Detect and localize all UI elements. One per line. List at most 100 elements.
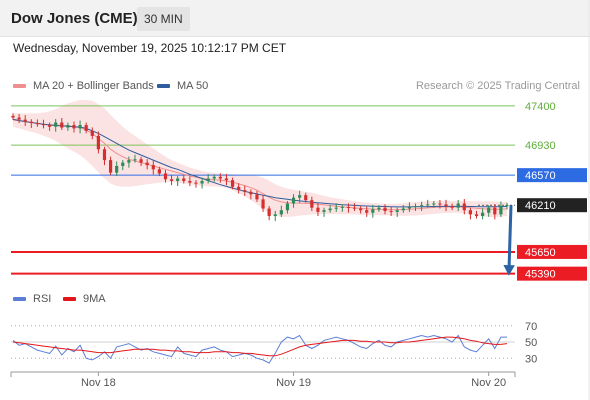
candle-body [420, 205, 424, 207]
candle-body [47, 125, 52, 127]
candle-body [438, 203, 442, 205]
candle-body [182, 178, 186, 181]
candle-body [163, 173, 168, 180]
ma50-line [12, 118, 508, 208]
legend-9ma-swatch [63, 297, 76, 301]
research-credit: Research © 2025 Trading Central [415, 80, 580, 92]
candle-body [139, 159, 143, 163]
candle-body [115, 165, 119, 173]
candle-body [127, 160, 131, 163]
rsi-tick-label-30: 30 [525, 353, 537, 365]
candle-body [505, 205, 509, 207]
candles [11, 113, 509, 222]
candle-body [60, 122, 64, 128]
candle-body [340, 206, 344, 208]
legend-ma50-label: MA 50 [177, 80, 209, 92]
candle-body [151, 165, 155, 170]
candle-body [200, 180, 204, 184]
candle-body [395, 210, 399, 212]
candle-body [169, 179, 174, 181]
x-tick-label-2: Nov 20 [471, 377, 506, 389]
rsi-tick-label-50: 50 [525, 337, 537, 349]
candle-body [194, 182, 198, 184]
candle-body [432, 203, 436, 205]
candle-body [316, 207, 320, 212]
candle-body [371, 209, 375, 213]
legend-9ma-label: 9MA [83, 293, 106, 305]
candle-body [291, 197, 296, 204]
legend-rsi-swatch [13, 297, 26, 301]
candle-body [212, 176, 216, 179]
candle-body [108, 160, 113, 173]
rsi-tick-label-70: 70 [525, 321, 537, 333]
legend-ma50-swatch [157, 84, 170, 88]
candle-body [218, 176, 222, 179]
interval-badge[interactable]: 30 MIN [137, 7, 190, 31]
candle-body [462, 203, 466, 211]
candle-body [365, 210, 369, 213]
candle-body [377, 207, 381, 210]
candle-body [237, 186, 241, 191]
price-label-47400: 47400 [525, 101, 556, 113]
candle-body [499, 206, 503, 215]
projection-arrow [507, 205, 513, 270]
candle-body [468, 210, 473, 215]
legend-ma20: MA 20 + Bollinger Bands [13, 80, 154, 92]
candle-body [322, 210, 326, 212]
legend-rsi: RSI [13, 293, 51, 305]
candle-body [96, 135, 100, 150]
instrument-title: Dow Jones (CME) [11, 10, 138, 27]
candle-body [176, 178, 180, 181]
legend-ma50: MA 50 [157, 80, 208, 92]
candle-body [474, 214, 479, 217]
candle-body [298, 195, 302, 198]
price-label-box-46570 [517, 168, 587, 183]
candle-body [66, 125, 70, 128]
candle-body [334, 207, 338, 209]
candle-body [90, 130, 94, 136]
candle-body [11, 115, 15, 118]
candle-body [224, 178, 229, 181]
rsi-series-rsi [12, 334, 507, 364]
projection-arrow-head [503, 264, 515, 276]
candle-body [78, 125, 82, 129]
candle-body [84, 125, 88, 131]
candle-body [389, 211, 393, 213]
chart-datetime: Wednesday, November 19, 2025 10:12:17 PM… [13, 41, 287, 55]
candle-body [450, 206, 454, 208]
candle-body [401, 208, 405, 211]
legend-rsi-label: RSI [33, 293, 52, 305]
candle-body [328, 208, 332, 211]
candle-body [41, 124, 46, 126]
candle-body [304, 195, 308, 201]
candle-body [267, 208, 271, 217]
candle-body [255, 194, 259, 200]
candle-body [133, 159, 137, 161]
candle-body [346, 206, 351, 208]
candle-body [230, 180, 235, 187]
candle-body [29, 121, 33, 123]
candle-body [188, 180, 192, 183]
ma20-line [12, 119, 508, 211]
candle-body [487, 207, 491, 213]
candle-body [285, 203, 290, 211]
candle-body [17, 117, 21, 120]
candle-body [273, 214, 277, 217]
candle-body [407, 206, 412, 209]
candle-body [444, 204, 448, 207]
candle-body [206, 178, 210, 181]
candle-body [157, 169, 161, 174]
candle-body [72, 125, 76, 129]
candle-body [493, 207, 497, 215]
price-label-box-46210 [517, 198, 587, 213]
price-label-box-45650 [517, 244, 587, 259]
candle-body [145, 162, 149, 166]
candle-body [456, 203, 460, 208]
candle-body [383, 207, 387, 212]
x-tick-label-0: Nov 18 [81, 377, 116, 389]
candle-body [243, 190, 247, 192]
candle-body [23, 119, 27, 122]
candle-body [261, 199, 265, 209]
candle-body [121, 162, 125, 166]
